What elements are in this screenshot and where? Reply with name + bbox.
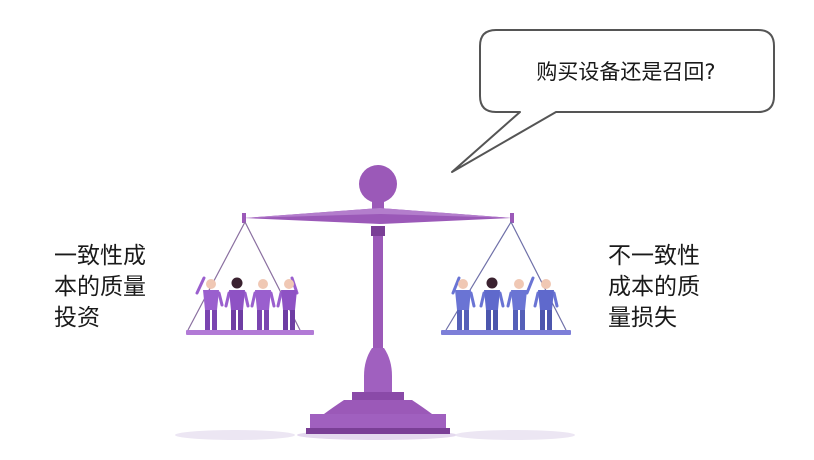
speech-bubble-text: 购买设备还是召回? [478,30,774,112]
left-label-line-2: 本的质量 [54,272,146,303]
scale-base-ring [352,392,404,400]
right-label-line-1: 不一致性 [608,241,700,272]
left-person-1 [197,278,222,330]
right-person-1 [453,278,474,330]
scale-base-lower [324,400,432,414]
left-person-2 [226,278,248,331]
beam-right-cap [510,213,514,223]
left-label-line-1: 一致性成 [54,241,146,272]
right-person-2 [481,278,503,331]
right-string-a [446,222,511,330]
right-person-3 [508,278,533,330]
left-pan [186,330,314,335]
left-ground-shadow [175,430,295,440]
right-pan [441,330,571,335]
left-label-line-3: 投资 [54,303,146,334]
scale-base-upper [364,348,392,392]
scale-collar [371,226,385,236]
scale-base-plate [310,414,446,430]
right-label-line-3: 量损失 [608,303,700,334]
beam-left-cap [242,213,246,223]
right-string-b [511,222,566,330]
quality-investment-label: 一致性成 本的质量 投资 [54,241,146,334]
scale-top-knob [359,165,397,203]
speech-bubble-label: 购买设备还是召回? [536,56,715,86]
right-ground-shadow [455,430,575,440]
right-label-line-2: 成本的质 [608,272,700,303]
scale-base-bottom [306,428,450,434]
right-person-4 [535,279,557,330]
quality-loss-label: 不一致性 成本的质 量损失 [608,241,700,334]
left-person-4 [278,278,297,330]
scale-pillar [373,236,383,348]
left-person-3 [252,279,274,330]
